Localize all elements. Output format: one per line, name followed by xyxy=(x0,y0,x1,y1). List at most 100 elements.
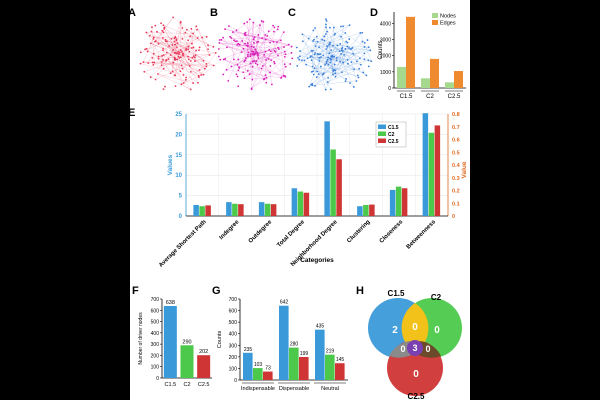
network-node xyxy=(178,51,181,54)
network-node xyxy=(277,46,279,49)
network-node xyxy=(197,74,200,77)
network-node xyxy=(252,50,255,53)
network-node xyxy=(329,41,331,44)
network-edge xyxy=(223,59,267,78)
network-node xyxy=(283,55,286,58)
network-edge xyxy=(245,21,264,33)
chart-g-bar-C2 xyxy=(289,347,299,380)
network-node xyxy=(282,75,285,77)
network-node xyxy=(202,73,205,76)
network-node xyxy=(220,38,223,41)
network-node xyxy=(253,41,255,44)
network-node xyxy=(298,58,301,61)
network-node xyxy=(181,67,184,70)
network-node xyxy=(169,54,172,56)
chart-d-legend-label: Edges xyxy=(440,21,456,27)
panel-label-b: B xyxy=(210,7,218,19)
panel-label-f: F xyxy=(132,285,139,297)
network-node xyxy=(194,60,196,62)
network-node xyxy=(356,60,358,63)
chart-e-bar-C15 xyxy=(291,188,298,216)
network-edge xyxy=(146,32,171,74)
network-edge xyxy=(248,52,265,56)
network-node xyxy=(168,45,171,47)
network-edge xyxy=(164,28,179,55)
network-edge xyxy=(180,57,204,75)
network-node xyxy=(149,76,152,79)
network-node xyxy=(189,70,192,73)
network-node xyxy=(171,70,174,73)
network-edge xyxy=(319,25,350,55)
network-edge xyxy=(326,36,342,64)
network-node xyxy=(269,65,272,67)
network-node xyxy=(317,73,320,76)
network-edge xyxy=(251,63,291,89)
network-node xyxy=(151,61,154,64)
network-node xyxy=(160,64,163,67)
chart-d-legend-swatch xyxy=(432,13,438,18)
network-node xyxy=(175,52,178,55)
network-node xyxy=(313,53,316,56)
network-node xyxy=(185,48,188,50)
network-node xyxy=(180,83,183,86)
network-edge xyxy=(181,74,202,85)
network-node xyxy=(232,31,234,33)
network-node xyxy=(343,53,345,56)
network-node xyxy=(194,56,196,59)
chart-g-bar-label: 199 xyxy=(300,351,309,357)
network-node xyxy=(248,18,251,21)
network-edge xyxy=(273,41,279,56)
network-node xyxy=(217,48,220,50)
network-edge xyxy=(309,74,334,87)
network-node xyxy=(324,63,326,66)
network-edge xyxy=(352,47,372,62)
network-edge xyxy=(310,55,336,71)
network-edge xyxy=(199,68,205,71)
network-edge xyxy=(143,37,154,63)
network-node xyxy=(165,58,168,61)
network-node xyxy=(345,40,348,43)
network-edge xyxy=(313,40,371,51)
network-edge xyxy=(223,59,286,77)
network-node xyxy=(363,46,366,48)
chart-g-y-tick-label: 300 xyxy=(229,343,238,349)
network-edge xyxy=(339,51,354,54)
network-node xyxy=(353,68,355,71)
network-node xyxy=(253,60,256,62)
network-node xyxy=(176,42,179,45)
network-edge xyxy=(299,59,323,75)
network-node xyxy=(265,76,268,79)
chart-e-legend-swatch xyxy=(378,124,386,129)
network-edge xyxy=(182,38,204,61)
network-edge xyxy=(157,48,187,75)
network-edge xyxy=(172,40,177,72)
network-node xyxy=(264,74,267,77)
network-node xyxy=(198,46,201,49)
network-node xyxy=(351,47,354,49)
network-node xyxy=(174,43,176,46)
network-edge xyxy=(323,46,328,74)
network-node xyxy=(167,58,170,60)
network-node xyxy=(264,34,267,36)
network-edge xyxy=(149,35,192,49)
network-node xyxy=(312,40,314,42)
network-node xyxy=(205,35,208,38)
chart-e-bar-C2 xyxy=(199,206,205,216)
network-edge xyxy=(302,41,336,71)
network-node xyxy=(162,31,165,34)
network-edge xyxy=(163,25,178,44)
network-edge xyxy=(320,54,355,70)
chart-f-x-tick-label: C2 xyxy=(183,382,190,388)
network-node xyxy=(344,80,347,83)
network-node xyxy=(284,65,287,68)
network-edge xyxy=(228,26,246,36)
network-edge xyxy=(350,32,361,50)
network-edge xyxy=(317,53,319,75)
network-edge xyxy=(251,27,275,47)
chart-e-legend-label: C1.5 xyxy=(388,125,399,131)
network-node xyxy=(247,51,250,54)
network-node xyxy=(345,78,347,80)
network-node xyxy=(257,34,260,36)
network-node xyxy=(297,56,299,59)
network-node xyxy=(186,28,188,31)
